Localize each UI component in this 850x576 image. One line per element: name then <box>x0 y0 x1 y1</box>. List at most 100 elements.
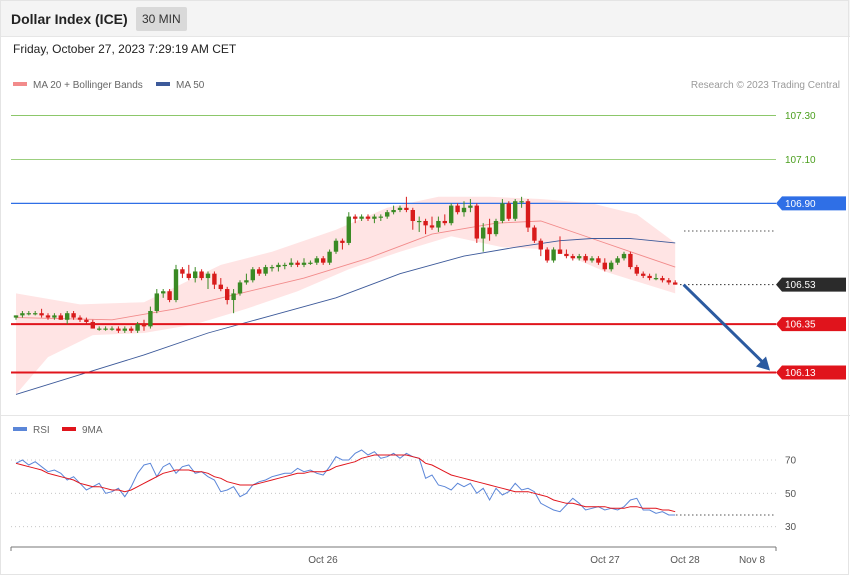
candle-body <box>551 249 556 261</box>
candle-body <box>513 201 518 219</box>
ma50-swatch <box>156 82 170 87</box>
candle-body <box>621 253 627 259</box>
ma20-line <box>15 220 676 321</box>
candle-body <box>666 280 671 283</box>
pane-divider <box>0 415 850 416</box>
candle-body <box>673 282 678 285</box>
candle-body <box>295 262 300 265</box>
candle-body <box>199 271 204 279</box>
research-credit: Research © 2023 Trading Central <box>690 80 840 91</box>
rsi-series-RSI <box>15 449 676 516</box>
candle-body <box>20 313 25 316</box>
candle-body <box>545 249 550 261</box>
candle-body <box>103 328 108 330</box>
candle-body <box>148 310 153 327</box>
candle-body <box>564 253 569 257</box>
candle-body <box>641 273 646 276</box>
candle-body <box>577 256 582 259</box>
candle-body <box>289 262 294 265</box>
candle-body <box>589 258 595 261</box>
candle-body <box>39 313 44 316</box>
candle-body <box>122 328 127 331</box>
candle-body <box>397 207 403 210</box>
rsi-tick-70: 70 <box>785 456 797 467</box>
candle-body <box>442 220 447 224</box>
candle-body <box>257 269 262 274</box>
candle-body <box>417 220 422 223</box>
candle-body <box>468 205 473 208</box>
rsi-tick-50: 50 <box>785 489 797 500</box>
chart-header: Dollar Index (ICE) 30 MIN <box>0 0 850 37</box>
candle-body <box>244 280 249 283</box>
candle-body <box>161 291 166 294</box>
candle-body <box>391 209 396 213</box>
candle-body <box>519 201 524 203</box>
candle-body <box>77 317 83 320</box>
x-label: Oct 27 <box>590 555 620 566</box>
candle-body <box>423 220 428 226</box>
candle-body <box>372 216 377 219</box>
candle-body <box>647 275 652 279</box>
candle-body <box>628 253 633 268</box>
candle-body <box>269 267 275 269</box>
candle-body <box>26 313 31 315</box>
level-tag-106.53 <box>776 277 846 292</box>
candle-body <box>109 328 115 330</box>
candle-body <box>167 291 172 301</box>
timestamp: Friday, October 27, 2023 7:29:19 AM CET <box>13 42 237 56</box>
legend-9ma: 9MA <box>62 425 103 436</box>
level-tag-106.13 <box>776 365 846 380</box>
timeframe-badge[interactable]: 30 MIN <box>136 7 187 31</box>
candle-body <box>218 284 223 290</box>
candle-body <box>65 313 70 320</box>
ma50-label: MA 50 <box>176 80 205 91</box>
candle-body <box>449 205 454 224</box>
candle-body <box>538 240 543 250</box>
candle-body <box>436 220 441 228</box>
candle-body <box>314 258 319 263</box>
candle-body <box>615 258 620 263</box>
candle-body <box>13 315 19 318</box>
candle-body <box>186 273 191 279</box>
candle-body <box>660 278 665 281</box>
bollinger-label: MA 20 + Bollinger Bands <box>33 80 143 91</box>
candle-body <box>634 267 639 274</box>
candle-body <box>602 262 607 270</box>
candle-body <box>193 271 198 279</box>
legend-rsi: RSI <box>13 425 50 436</box>
candle-body <box>346 216 351 243</box>
9ma-label: 9MA <box>82 425 103 436</box>
candle-body <box>410 209 415 221</box>
candle-body <box>455 205 460 213</box>
candle-body <box>385 212 390 217</box>
level-label-107.30: 107.30 <box>785 111 816 122</box>
candle-body <box>557 249 563 254</box>
candle-body <box>84 319 89 322</box>
x-label: Nov 8 <box>739 555 766 566</box>
candle-body <box>340 240 345 243</box>
candle-body <box>237 282 243 294</box>
candle-body <box>583 256 588 261</box>
level-tag-106.35 <box>776 317 846 332</box>
rsi-series-9MA <box>15 454 676 513</box>
legend-ma50: MA 50 <box>156 80 204 91</box>
candle-body <box>500 203 505 221</box>
forecast-arrow-shaft <box>682 283 766 365</box>
candle-body <box>141 324 147 327</box>
bollinger-band-area <box>16 196 676 395</box>
candle-body <box>52 315 57 318</box>
candle-body <box>321 258 326 263</box>
level-label-106.35: 106.35 <box>785 320 816 331</box>
candle-body <box>429 225 435 228</box>
candle-body <box>71 313 76 318</box>
candle-body <box>493 220 499 235</box>
9ma-swatch <box>62 427 76 432</box>
forecast-arrow-head <box>756 356 770 371</box>
candle-body <box>212 273 217 285</box>
candle-body <box>116 328 121 331</box>
candle-body <box>276 264 281 268</box>
bollinger-swatch <box>13 82 27 87</box>
legend-bollinger: MA 20 + Bollinger Bands <box>13 80 143 91</box>
candle-body <box>97 328 102 330</box>
